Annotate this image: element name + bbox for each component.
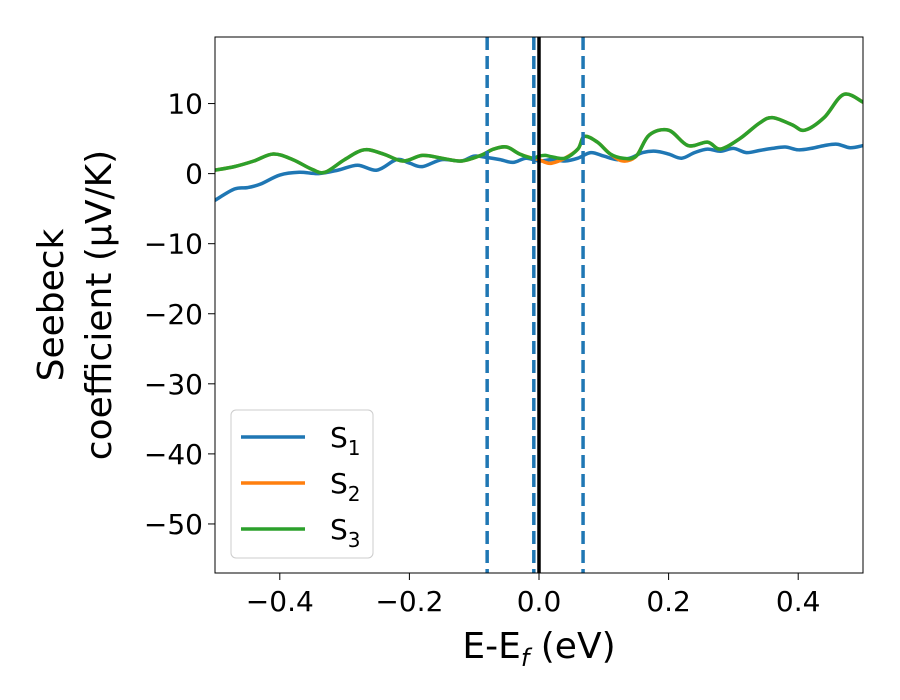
legend-label-s1: S1	[330, 421, 361, 460]
y-axis-label-line1: Seebeck	[31, 228, 72, 381]
y-axis: 10 0 −10 −20 −30 −40 −50	[144, 88, 215, 541]
x-tick-label: −0.4	[246, 585, 314, 618]
y-tick-label: −40	[144, 438, 203, 471]
legend-label-s2: S2	[330, 467, 361, 506]
x-tick-label: 0.2	[646, 585, 691, 618]
x-axis-label: E-Ef (eV)	[462, 626, 615, 672]
x-tick-label: 0.4	[776, 585, 821, 618]
y-tick-label: −50	[144, 508, 203, 541]
x-axis: −0.4 −0.2 0.0 0.2 0.4	[246, 573, 821, 618]
y-axis-label: Seebeck coefficient (μV/K)	[31, 150, 120, 460]
y-tick-label: 10	[167, 88, 203, 121]
series-line-s3	[215, 92, 863, 175]
y-tick-label: 0	[185, 158, 203, 191]
y-tick-label: −20	[144, 298, 203, 331]
legend-label-s3: S3	[330, 513, 361, 552]
plot-area	[215, 37, 863, 573]
series-line-s1	[215, 142, 863, 202]
y-tick-label: −30	[144, 368, 203, 401]
y-tick-label: −10	[144, 228, 203, 261]
y-axis-label-line2: coefficient (μV/K)	[79, 150, 120, 460]
legend: S1 S2 S3	[230, 409, 374, 559]
x-tick-label: −0.2	[375, 585, 443, 618]
x-tick-label: 0.0	[517, 585, 562, 618]
